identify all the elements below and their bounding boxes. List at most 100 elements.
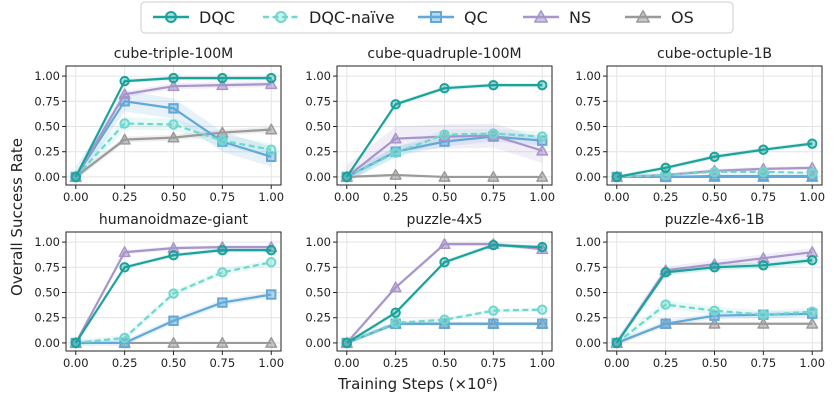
x-tick-label: 0.75 [210,356,236,370]
y-tick-label: 0.00 [34,336,60,350]
x-tick-label: 0.50 [702,190,728,204]
point-dqc [119,75,130,87]
series-line-dqc-na-ve [616,303,813,344]
point-dqc [341,171,352,183]
y-tick-label: 0.00 [575,336,601,350]
y-tick-label: 0.25 [305,145,331,159]
legend-label-ns: NS [569,8,591,27]
panel-puzzle-4x5: 0.00 0.25 0.50 0.75 1.00 0.00 0.25 0.50 0.75 1.00… [305,212,555,370]
panel-title: cube-quadruple-100M [367,46,521,62]
point-qc [168,315,179,326]
series-line-qc [74,100,272,178]
y-tick-label: 0.75 [305,260,331,274]
y-tick-label: 0.00 [575,170,601,184]
panel-title: puzzle-4x5 [406,212,482,228]
y-tick-label: 0.25 [575,311,601,325]
y-tick-label: 0.50 [575,120,601,134]
point-dqc-na-ve [537,131,548,142]
point-dqc [709,262,720,273]
series-dqc [611,138,818,183]
y-tick-label: 0.50 [575,286,601,300]
point-os [708,317,721,329]
point-ns [216,79,229,91]
x-tick-label: 1.00 [258,356,284,370]
point-dqc-na-ve [537,304,548,315]
point-dqc [807,138,818,149]
point-ns [167,80,180,92]
point-dqc-na-ve [390,317,401,328]
legend-label-os: OS [671,8,694,27]
point-dqc-na-ve [807,167,818,179]
series-line-qc [346,135,543,178]
x-tick-label: 0.25 [653,190,679,204]
x-tick-label: 0.00 [604,190,630,204]
point-ns [757,252,770,264]
point-ns [265,78,278,90]
y-tick-label: 1.00 [34,235,60,249]
x-tick-label: 0.25 [112,190,138,204]
point-dqc-na-ve [660,169,671,181]
point-dqc [70,171,81,183]
point-qc [537,318,548,329]
point-dqc-na-ve [119,118,130,129]
point-dqc [266,72,277,84]
y-tick-label: 1.00 [575,69,601,83]
y-tick-label: 0.75 [575,260,601,274]
legend-item-ns: NS [523,8,591,27]
y-tick-label: 0.00 [305,336,331,350]
legend-item-qc: QC [418,8,488,27]
legend-label-dqc-na-ve: DQC-naïve [309,8,395,27]
panel-title: cube-triple-100M [114,46,234,62]
x-axis-label: Training Steps (×10⁶) [337,375,498,393]
panel-puzzle-4x6-1b: 0.00 0.25 0.50 0.75 1.00 0.00 0.25 0.50 0.75 1.00… [575,212,825,370]
legend-item-dqc-na-ve: DQC-naïve [263,8,395,27]
x-tick-label: 0.75 [751,356,777,370]
series-dqc [70,244,277,349]
legend-item-os: OS [625,8,694,27]
band-dqc-na-ve [75,259,272,346]
legend-label-dqc: DQC [199,8,235,27]
point-dqc [266,244,277,256]
point-os [757,317,770,329]
x-tick-label: 0.50 [702,356,728,370]
legend-marker-qc [430,11,442,23]
point-os [806,317,819,329]
point-dqc [168,249,179,261]
x-tick-label: 0.50 [161,190,187,204]
point-dqc [709,151,720,162]
point-dqc-na-ve [217,135,228,146]
point-dqc [537,79,548,91]
y-tick-label: 1.00 [305,69,331,83]
y-tick-label: 1.00 [575,235,601,249]
x-tick-label: 0.50 [432,190,458,204]
point-os [216,336,229,348]
point-dqc [660,267,671,278]
x-tick-label: 0.00 [63,356,89,370]
point-qc [266,151,277,162]
point-dqc-na-ve [119,332,130,344]
point-os [438,170,451,182]
y-tick-label: 0.25 [575,145,601,159]
point-dqc [390,307,401,318]
point-dqc-na-ve [758,166,769,178]
y-tick-label: 0.25 [34,145,60,159]
x-tick-label: 1.00 [799,356,825,370]
x-tick-label: 0.50 [432,356,458,370]
point-ns [536,144,549,156]
series-line-dqc-na-ve [74,122,272,178]
series-line-dqc [345,84,543,178]
y-tick-label: 1.00 [34,69,60,83]
point-dqc [488,239,499,251]
series-line-dqc-na-ve [616,170,813,179]
point-dqc [217,244,228,256]
legend-item-dqc: DQC [153,8,235,27]
point-os [389,168,402,180]
series-line-dqc [74,77,272,178]
point-dqc [488,79,499,91]
y-tick-label: 0.75 [305,94,331,108]
y-tick-label: 0.75 [34,94,60,108]
x-tick-label: 0.00 [334,356,360,370]
point-dqc [611,171,622,183]
point-dqc [217,72,228,84]
point-dqc-na-ve [390,147,401,158]
